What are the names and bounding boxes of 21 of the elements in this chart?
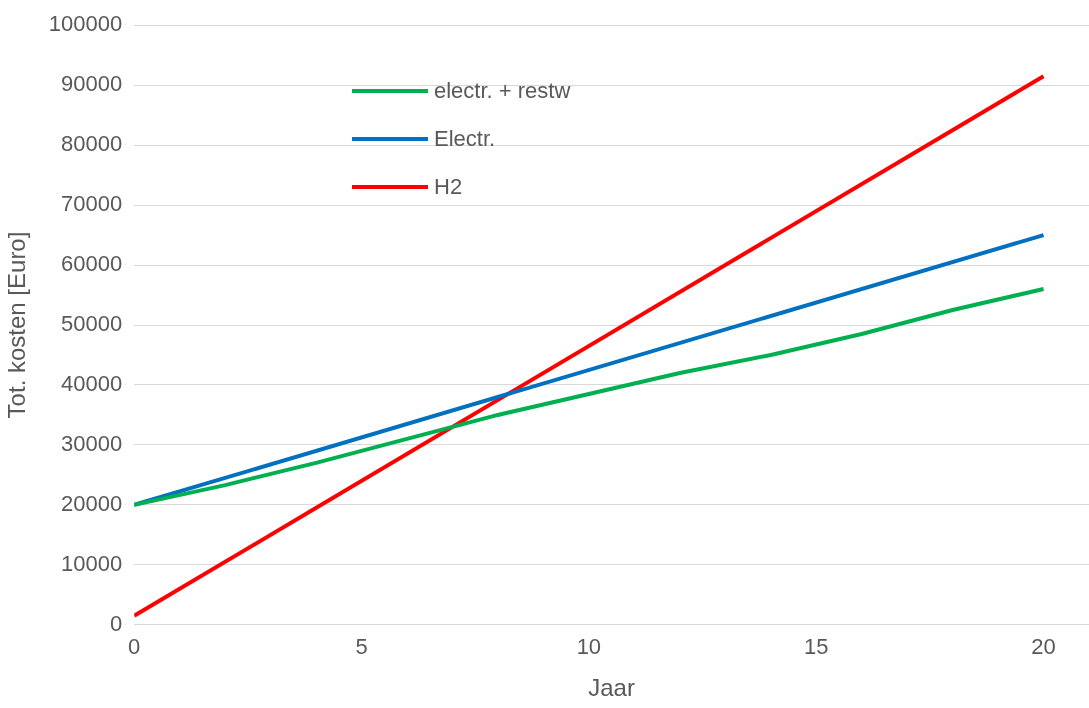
x-tick-label: 15	[803, 634, 829, 660]
x-tick-label: 20	[1031, 634, 1056, 660]
x-tick-label: 10	[576, 634, 602, 660]
y-tick-label: 50000	[61, 311, 123, 337]
x-axis-title: Jaar	[588, 674, 635, 702]
x-tick-label: 0	[128, 634, 141, 660]
y-tick-label: 40000	[61, 371, 123, 397]
legend-label: electr. + restw	[434, 78, 571, 104]
y-tick-label: 60000	[61, 251, 123, 277]
x-tick-label: 5	[355, 634, 368, 660]
y-tick-label: 20000	[61, 490, 123, 516]
y-tick-label: 0	[109, 610, 123, 636]
y-tick-label: 70000	[61, 191, 123, 217]
y-tick-label: 100000	[48, 11, 123, 37]
legend-label: Electr.	[434, 126, 496, 152]
y-axis-title: Tot. kosten [Euro]	[3, 231, 31, 419]
y-tick-label: 10000	[61, 550, 123, 576]
y-tick-label: 80000	[61, 131, 123, 157]
legend-label: H2	[434, 174, 463, 200]
y-tick-label: 90000	[61, 71, 123, 97]
y-tick-label: 30000	[61, 430, 123, 456]
